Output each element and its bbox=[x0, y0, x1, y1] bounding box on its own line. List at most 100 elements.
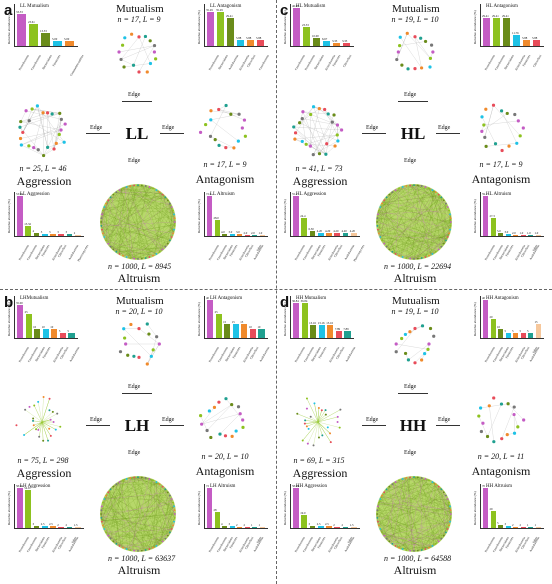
network-link bbox=[22, 108, 33, 133]
network-node bbox=[172, 209, 174, 212]
network-link bbox=[39, 421, 43, 437]
network-link bbox=[480, 403, 509, 409]
network-node bbox=[230, 402, 234, 407]
network-node bbox=[118, 350, 123, 354]
network-link bbox=[383, 535, 442, 539]
bar-value-label: 13.32 bbox=[24, 222, 31, 227]
bar-value-label: 10 bbox=[33, 324, 37, 329]
network-node bbox=[48, 397, 51, 400]
network-node bbox=[446, 498, 449, 500]
bar-5 bbox=[257, 40, 265, 46]
network-node bbox=[406, 67, 410, 71]
y-axis bbox=[480, 296, 481, 338]
antagonism-title: Antagonism bbox=[471, 172, 531, 186]
network-link bbox=[108, 490, 146, 551]
network-node bbox=[406, 358, 411, 362]
network-node bbox=[383, 199, 386, 202]
network-node bbox=[133, 549, 136, 552]
network-link bbox=[307, 421, 319, 444]
network-link bbox=[378, 495, 447, 526]
network-link bbox=[148, 485, 162, 550]
network-link bbox=[313, 140, 338, 155]
bar-7 bbox=[535, 527, 541, 528]
altruism-network bbox=[100, 476, 176, 552]
network-node bbox=[423, 39, 428, 44]
network-link bbox=[409, 240, 447, 260]
bar-7 bbox=[259, 527, 265, 528]
bar-4 bbox=[523, 40, 531, 46]
network-link bbox=[102, 479, 152, 503]
network-node bbox=[329, 432, 332, 435]
network-node bbox=[46, 145, 50, 149]
bar-5 bbox=[58, 526, 65, 528]
network-node bbox=[493, 142, 498, 146]
network-link bbox=[392, 191, 441, 249]
bar-0 bbox=[207, 12, 215, 46]
network-link bbox=[489, 405, 494, 442]
network-node bbox=[312, 444, 315, 447]
network-link bbox=[41, 413, 58, 423]
bar-value-label: 33.33 bbox=[16, 10, 23, 15]
network-node bbox=[427, 342, 431, 346]
network-node bbox=[172, 524, 174, 527]
network-link bbox=[113, 476, 137, 543]
bar-3 bbox=[229, 526, 235, 528]
bar-0 bbox=[483, 488, 489, 528]
network-link bbox=[306, 398, 319, 423]
network-node bbox=[118, 545, 121, 547]
network-link bbox=[142, 476, 165, 488]
network-link bbox=[414, 36, 431, 59]
network-node bbox=[155, 189, 158, 191]
y-axis-label: Relative abundance (%) bbox=[472, 491, 477, 525]
bar-value-label: 1.5 bbox=[349, 522, 354, 527]
network-node bbox=[428, 546, 430, 549]
network-link bbox=[118, 482, 129, 550]
network-node bbox=[317, 406, 320, 409]
network-node bbox=[304, 142, 308, 146]
network-node bbox=[403, 351, 408, 356]
bar-value-label: 2.5 bbox=[49, 522, 53, 527]
bar-6 bbox=[258, 328, 265, 338]
treatment-code: HL bbox=[400, 124, 426, 143]
network-node bbox=[320, 409, 323, 412]
bar-value-label: 10 bbox=[257, 324, 261, 329]
network-link bbox=[200, 415, 208, 431]
network-node bbox=[306, 442, 309, 445]
bar-0 bbox=[483, 300, 489, 338]
bar-value-label: 7.89 bbox=[334, 326, 341, 331]
network-link bbox=[154, 480, 156, 548]
network-link bbox=[401, 478, 431, 481]
bar-4 bbox=[241, 323, 248, 338]
network-node bbox=[122, 187, 124, 190]
network-node bbox=[428, 187, 430, 190]
network-link bbox=[118, 184, 138, 255]
network-link bbox=[380, 205, 424, 259]
bar-value-label: 15 bbox=[534, 319, 538, 324]
bar-value-label: 13.16 bbox=[326, 321, 334, 326]
network-link bbox=[43, 143, 57, 156]
network-link bbox=[210, 110, 240, 115]
network-link bbox=[138, 36, 151, 64]
network-node bbox=[109, 488, 112, 491]
network-node bbox=[137, 257, 139, 260]
network-node bbox=[317, 152, 322, 156]
network-node bbox=[378, 524, 380, 527]
network-node bbox=[431, 545, 434, 547]
bar-value-label: 29 bbox=[489, 507, 493, 512]
network-node bbox=[413, 35, 417, 39]
network-link bbox=[108, 244, 139, 260]
network-link bbox=[115, 247, 165, 252]
network-node bbox=[419, 66, 424, 70]
network-node bbox=[437, 540, 440, 543]
network-node bbox=[21, 130, 25, 135]
antagonism-title: Antagonism bbox=[195, 464, 255, 478]
network-link bbox=[376, 219, 437, 252]
network-node bbox=[480, 129, 484, 133]
network-node bbox=[51, 410, 54, 413]
bar-value-label: 5.88 bbox=[532, 36, 538, 41]
bar-3 bbox=[42, 328, 49, 338]
network-node bbox=[173, 213, 175, 216]
bar-value-label: 19.0 bbox=[300, 510, 306, 515]
network-link bbox=[108, 191, 160, 245]
bar-4 bbox=[237, 234, 243, 236]
